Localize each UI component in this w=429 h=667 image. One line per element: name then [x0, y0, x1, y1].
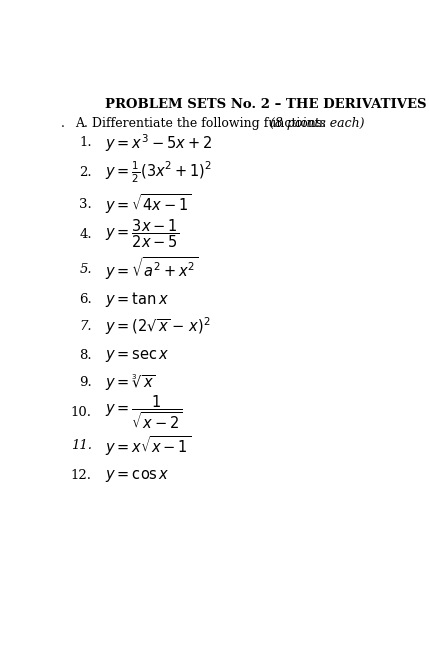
Text: 8.: 8.: [79, 350, 92, 362]
Text: 5.: 5.: [79, 263, 92, 275]
Text: $y = \tan x$: $y = \tan x$: [105, 290, 169, 309]
Text: $y = \dfrac{3x-1}{2x-5}$: $y = \dfrac{3x-1}{2x-5}$: [105, 218, 179, 250]
Text: $y = \sqrt[3]{x}$: $y = \sqrt[3]{x}$: [105, 372, 156, 393]
Text: $y = \sqrt{a^2 + x^2}$: $y = \sqrt{a^2 + x^2}$: [105, 255, 199, 283]
Text: $y = \dfrac{1}{\sqrt{x-2}}$: $y = \dfrac{1}{\sqrt{x-2}}$: [105, 394, 182, 431]
Text: 4.: 4.: [79, 227, 92, 241]
Text: 10.: 10.: [71, 406, 92, 419]
Text: $y = \frac{1}{2}(3x^2 + 1)^2$: $y = \frac{1}{2}(3x^2 + 1)^2$: [105, 160, 212, 185]
Text: 2.: 2.: [79, 166, 92, 179]
Text: $y = \sqrt{4x - 1}$: $y = \sqrt{4x - 1}$: [105, 192, 192, 216]
Text: 11.: 11.: [71, 439, 92, 452]
Text: $y = \sec x$: $y = \sec x$: [105, 348, 170, 364]
Text: 3.: 3.: [79, 198, 92, 211]
Text: 1.: 1.: [79, 136, 92, 149]
Text: $y = \cos x$: $y = \cos x$: [105, 468, 170, 484]
Text: 9.: 9.: [79, 376, 92, 389]
Text: 7.: 7.: [79, 320, 92, 333]
Text: $y = (2\sqrt{x} -\, x)^2$: $y = (2\sqrt{x} -\, x)^2$: [105, 315, 211, 338]
Text: .: .: [61, 117, 65, 130]
Text: $y = x\sqrt{x-1}$: $y = x\sqrt{x-1}$: [105, 434, 191, 458]
Text: A. Differentiate the following functions:: A. Differentiate the following functions…: [75, 117, 326, 130]
Text: 6.: 6.: [79, 293, 92, 306]
Text: PROBLEM SETS No. 2 – THE DERIVATIVES: PROBLEM SETS No. 2 – THE DERIVATIVES: [105, 98, 427, 111]
Text: (8 points each): (8 points each): [258, 117, 365, 130]
Text: $y = x^3 - 5x + 2$: $y = x^3 - 5x + 2$: [105, 132, 212, 153]
Text: 12.: 12.: [71, 469, 92, 482]
